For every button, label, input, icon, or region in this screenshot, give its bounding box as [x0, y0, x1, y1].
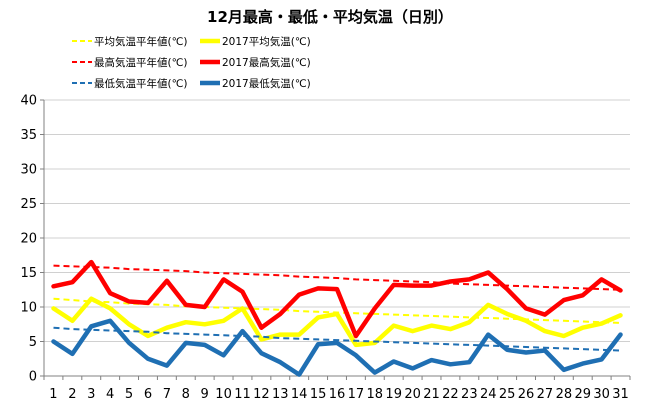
x-tick-label-31: 31	[612, 387, 629, 402]
x-tick-label-28: 28	[556, 387, 573, 402]
x-tick-label-16: 16	[329, 387, 346, 402]
y-tick-label-0: 0	[29, 370, 37, 385]
x-tick-label-11: 11	[234, 387, 251, 402]
x-tick-label-14: 14	[291, 387, 308, 402]
x-tick-label-13: 13	[272, 387, 289, 402]
x-tick-label-8: 8	[182, 387, 190, 402]
x-tick-label-21: 21	[423, 387, 440, 402]
legend-label-3: 2017最高気温(℃)	[222, 56, 311, 69]
y-tick-label-15: 15	[20, 266, 37, 281]
legend-label-1: 2017平均気温(℃)	[222, 35, 311, 48]
y-tick-label-10: 10	[20, 301, 37, 316]
grid-lines	[44, 99, 630, 342]
x-tick-label-22: 22	[442, 387, 459, 402]
x-tick-label-30: 30	[593, 387, 610, 402]
series-line-1	[51, 296, 623, 348]
series-line-3	[51, 259, 623, 339]
x-tick-label-12: 12	[253, 387, 270, 402]
x-tick-label-25: 25	[499, 387, 516, 402]
legend-item-0: 平均気温平年値(℃)	[72, 35, 188, 48]
x-tick-label-4: 4	[106, 387, 114, 402]
x-tick-label-15: 15	[310, 387, 327, 402]
legend-item-2: 最高気温平年値(℃)	[72, 56, 188, 69]
legend-item-4: 最低気温平年値(℃)	[72, 77, 188, 90]
legend: 平均気温平年値(℃) 2017平均気温(℃) 最高気温平年値(℃) 2017最高気温(…	[72, 35, 311, 90]
x-tick-label-18: 18	[367, 387, 384, 402]
y-tick-label-30: 30	[20, 163, 37, 178]
x-tick-label-1: 1	[49, 387, 57, 402]
x-tick-labels: 1 2 3 4 5 6 7 8 9 10 11 12 13 14 15 16 17 18 19 20 21 22 23 24 2…	[49, 387, 629, 402]
x-tick-label-27: 27	[537, 387, 554, 402]
series-line-4	[53, 326, 621, 352]
legend-item-3: 2017最高気温(℃)	[200, 56, 311, 69]
legend-item-1: 2017平均気温(℃)	[200, 35, 311, 48]
y-tick-label-35: 35	[20, 128, 37, 143]
chart-title: 12月最高・最低・平均気温（日別）	[207, 8, 453, 26]
x-tick-label-10: 10	[215, 387, 232, 402]
x-tick-label-24: 24	[480, 387, 497, 402]
x-tick-label-2: 2	[68, 387, 76, 402]
x-tick-label-3: 3	[87, 387, 95, 402]
y-tick-label-20: 20	[20, 232, 37, 247]
x-tick-label-29: 29	[574, 387, 591, 402]
x-tick-label-17: 17	[348, 387, 365, 402]
y-tick-label-25: 25	[20, 197, 37, 212]
series-line-5	[51, 318, 623, 377]
x-tick-label-20: 20	[404, 387, 421, 402]
legend-label-5: 2017最低気温(℃)	[222, 77, 311, 90]
x-tick-label-7: 7	[163, 387, 171, 402]
legend-label-4: 最低気温平年値(℃)	[94, 77, 188, 90]
y-tick-label-5: 5	[29, 335, 37, 350]
legend-item-5: 2017最低気温(℃)	[200, 77, 311, 90]
series-line-2	[53, 264, 621, 291]
axes	[40, 99, 631, 380]
x-tick-label-19: 19	[385, 387, 402, 402]
legend-label-0: 平均気温平年値(℃)	[94, 35, 188, 48]
y-tick-labels: 0 5 10 15 20 25 30 35 40	[20, 94, 37, 385]
series-lines	[51, 259, 623, 377]
x-tick-label-9: 9	[201, 387, 209, 402]
x-tick-label-6: 6	[144, 387, 152, 402]
y-tick-label-40: 40	[20, 94, 37, 109]
legend-label-2: 最高気温平年値(℃)	[94, 56, 188, 69]
x-tick-label-26: 26	[518, 387, 535, 402]
x-tick-label-5: 5	[125, 387, 133, 402]
x-tick-label-23: 23	[461, 387, 478, 402]
